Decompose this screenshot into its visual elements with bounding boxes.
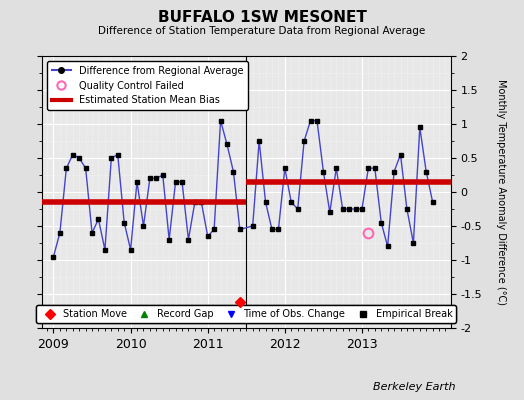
Y-axis label: Monthly Temperature Anomaly Difference (°C): Monthly Temperature Anomaly Difference (…: [496, 79, 506, 305]
Text: BUFFALO 1SW MESONET: BUFFALO 1SW MESONET: [158, 10, 366, 25]
Text: Difference of Station Temperature Data from Regional Average: Difference of Station Temperature Data f…: [99, 26, 425, 36]
Text: Berkeley Earth: Berkeley Earth: [374, 382, 456, 392]
Legend: Station Move, Record Gap, Time of Obs. Change, Empirical Break: Station Move, Record Gap, Time of Obs. C…: [36, 305, 456, 323]
